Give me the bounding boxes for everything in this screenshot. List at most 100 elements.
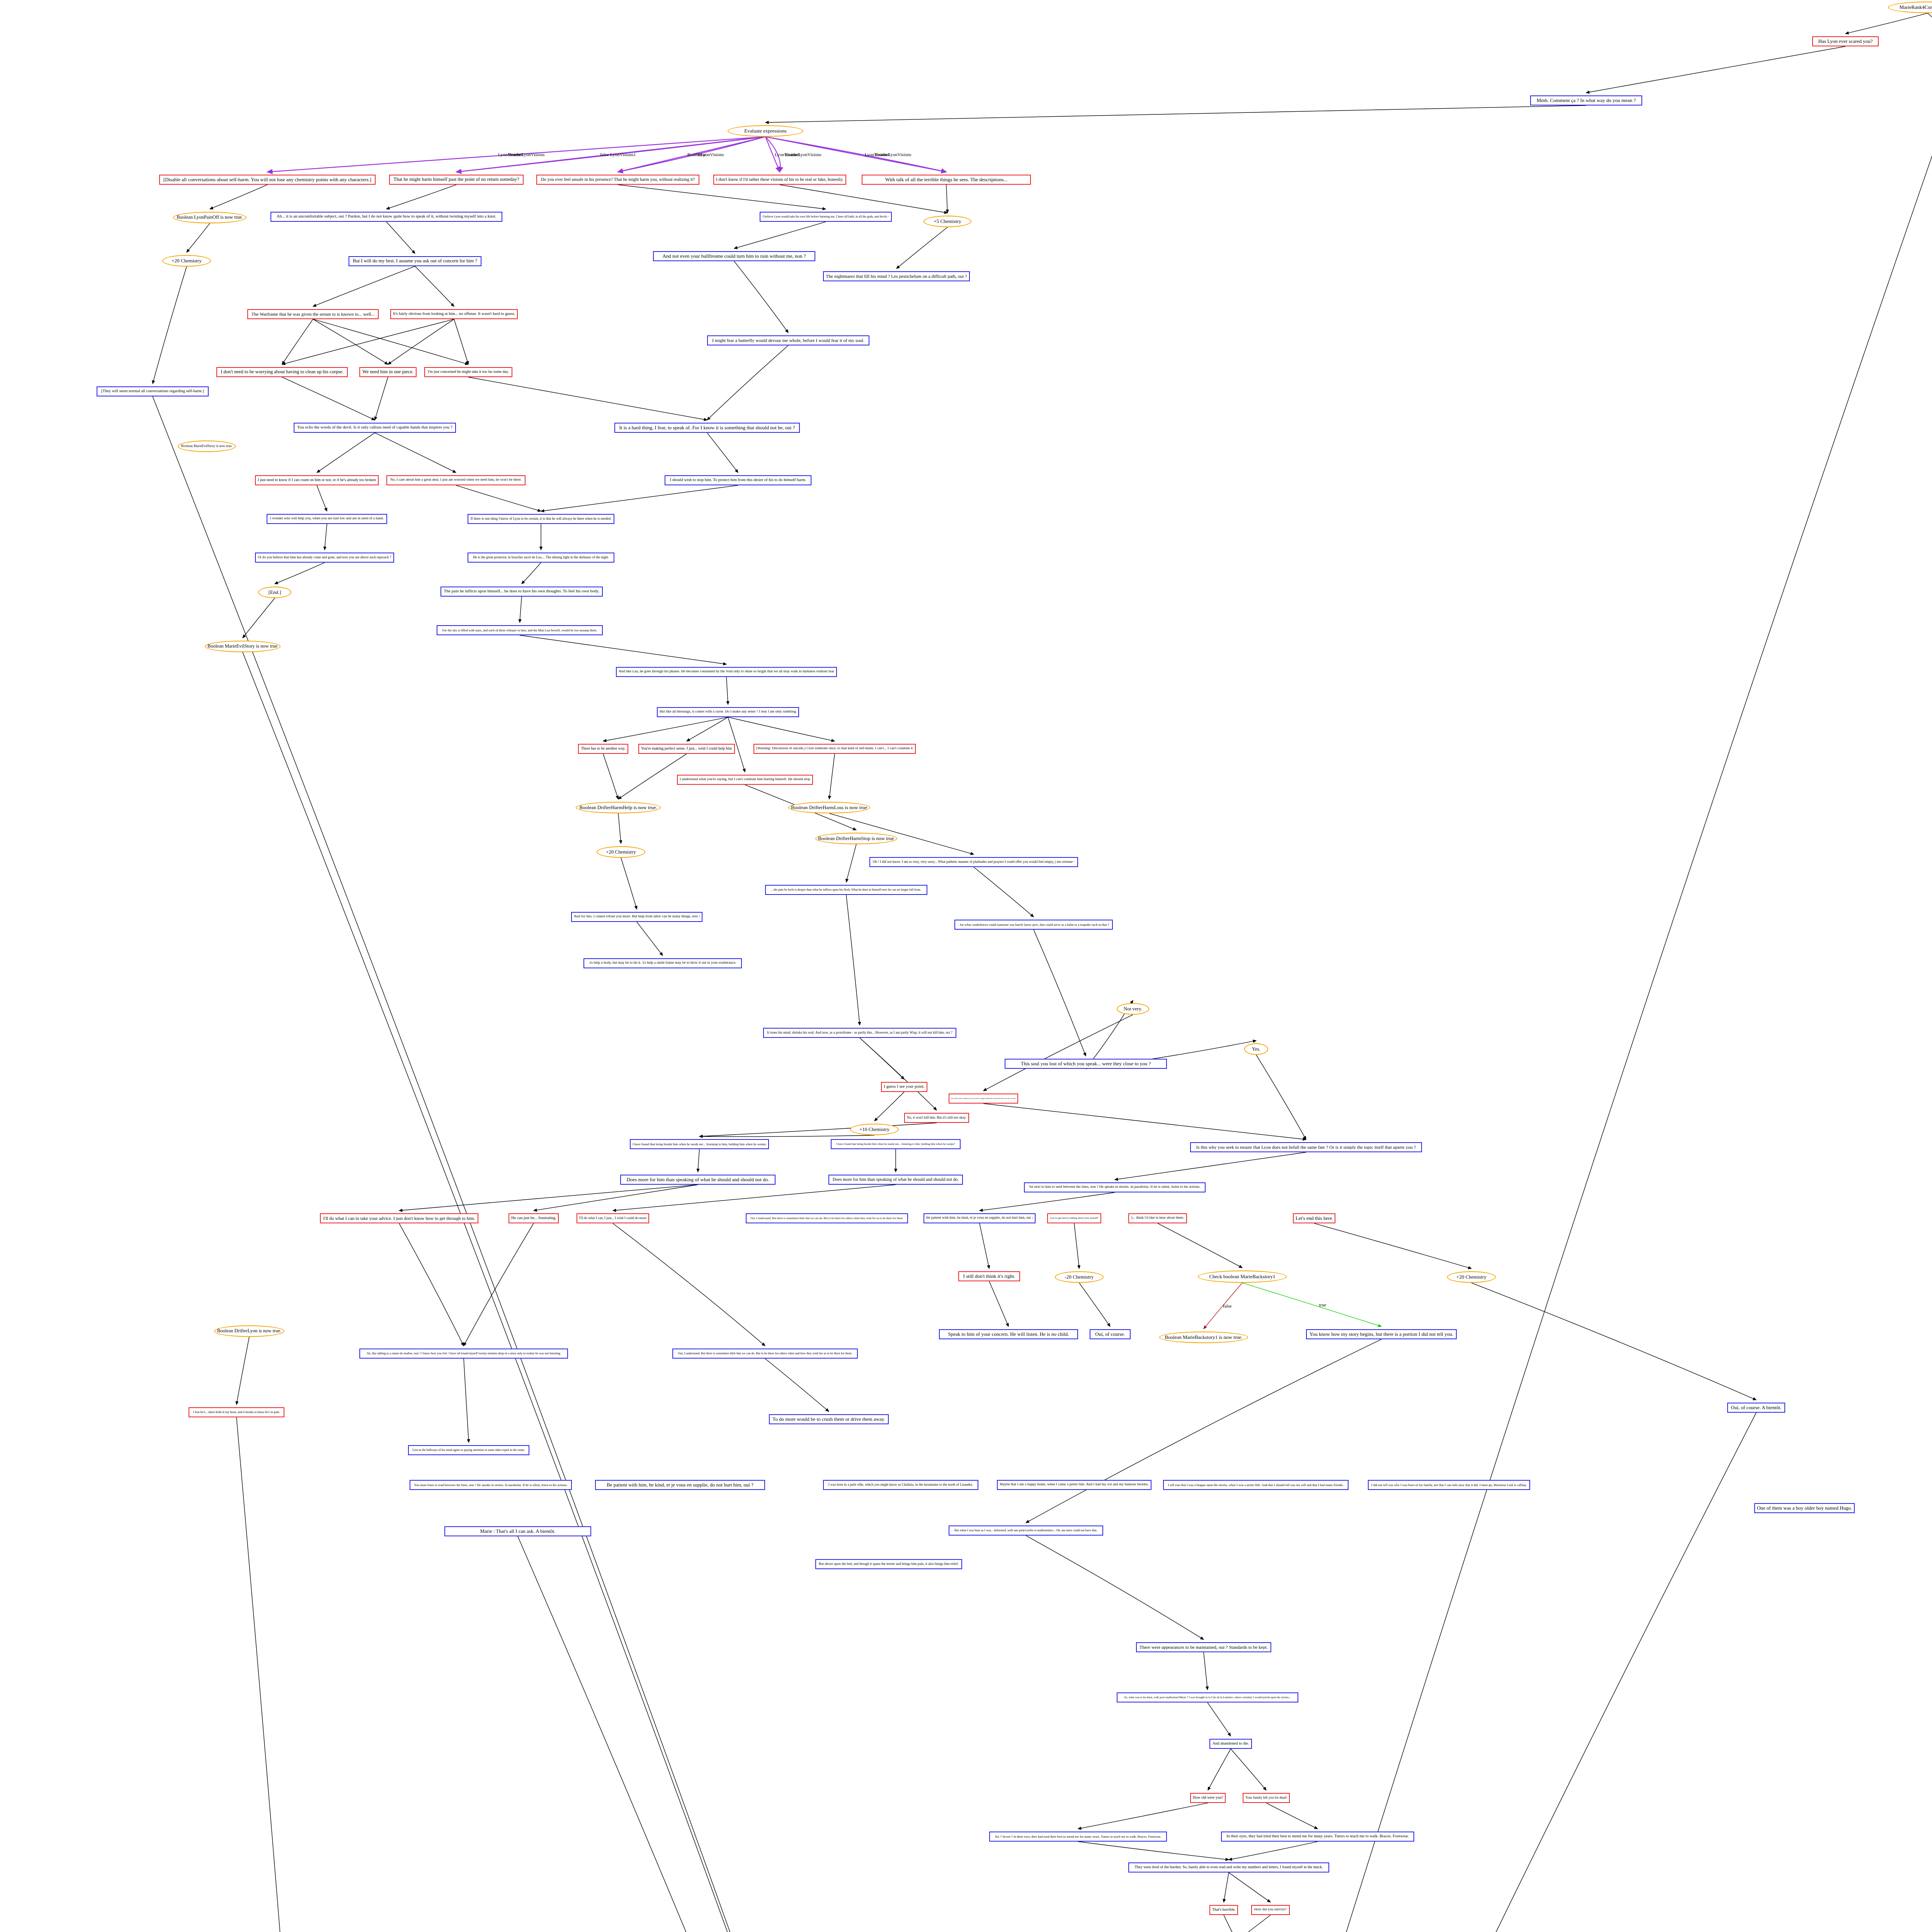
npc-line-node[interactable]: Mmh. Comment ça ? In what way do you mea…	[1530, 95, 1642, 105]
npc-line-node[interactable]: This soul you lost of which you speak...…	[1005, 1059, 1167, 1069]
npc-line-node[interactable]: Be patient with him, be kind, et je vous…	[595, 1480, 765, 1490]
npc-line-node[interactable]: But above upon the bed, and though it sp…	[815, 1559, 962, 1569]
player-choice-node[interactable]: You're making perfect sense. I just... w…	[638, 744, 735, 754]
npc-line-node[interactable]: And abandoned to die.	[1209, 1739, 1252, 1749]
event-node[interactable]: Boolean LyonPainOff is now true.	[173, 212, 247, 223]
player-choice-node[interactable]: I... think I'd like to hear about them.	[1128, 1213, 1187, 1223]
player-choice-node[interactable]: I'll do what I can, I just... I wish I c…	[577, 1213, 649, 1223]
event-node[interactable]: Not very.	[1117, 1003, 1149, 1015]
npc-line-node[interactable]: For the sky is filled with stars, and ea…	[437, 625, 603, 635]
event-node[interactable]: Boolean MarieEvilStory is now true.	[205, 641, 281, 652]
player-choice-node[interactable]: That he might harm himself past the poin…	[389, 175, 524, 185]
npc-line-node[interactable]: Oui, I understand. But there is sometime…	[672, 1349, 858, 1359]
npc-line-node[interactable]: Oui, I understand. But there is sometime…	[746, 1213, 908, 1223]
npc-line-node[interactable]: I wonder who will help you, when you are…	[267, 514, 387, 524]
event-node[interactable]: Boolean DrifterHarmLoss is now true.	[788, 802, 870, 813]
player-choice-node[interactable]: No, it won't kill him. But it's still no…	[904, 1113, 969, 1123]
player-choice-node[interactable]: I just need to know if I can count on hi…	[255, 475, 379, 485]
player-choice-node[interactable]: I still don't think it's right.	[958, 1271, 1020, 1281]
player-choice-node[interactable]: We need him in one piece.	[359, 367, 417, 377]
event-node[interactable]: [End.]	[258, 587, 291, 598]
npc-line-node[interactable]: Oui, of course. A bientôt.	[1727, 1403, 1785, 1413]
player-choice-node[interactable]: I don't need to be worrying about having…	[216, 367, 348, 377]
player-choice-node[interactable]: How did you survive?	[1251, 1905, 1290, 1915]
npc-line-node[interactable]: Ah... it is an uncomfortable subject, ou…	[270, 212, 502, 222]
npc-line-node[interactable]: But like all blessings, it comes with a …	[657, 707, 799, 717]
event-node[interactable]: +10 Chemistry	[850, 1124, 899, 1135]
npc-line-node[interactable]: One of them was a boy older boy named Hu…	[1754, 1503, 1855, 1513]
npc-line-node[interactable]: And not even your bullfreame could turn …	[653, 251, 815, 261]
npc-line-node[interactable]: To do more would be to crush them or dri…	[769, 1414, 889, 1424]
npc-line-node[interactable]: Oui, of course.	[1090, 1329, 1131, 1339]
player-choice-node[interactable]: That's horrible.	[1209, 1905, 1238, 1915]
npc-line-node[interactable]: There were appearances to be maintained,…	[1136, 1642, 1271, 1652]
npc-line-node[interactable]: Be patient with him, be kind, et je vous…	[923, 1213, 1036, 1223]
player-choice-node[interactable]: Can we get back to talking about Lyon, i…	[1047, 1213, 1101, 1223]
npc-line-node[interactable]: The nightmares that fill his mind ? Les …	[823, 271, 970, 281]
player-choice-node[interactable]: [Warning: Discussion of suicide.] I lost…	[753, 744, 916, 754]
npc-line-node[interactable]: Maybe that I am a happy home, when I cam…	[997, 1480, 1151, 1490]
npc-line-node[interactable]: I have found that being beside him when …	[831, 1139, 961, 1149]
npc-line-node[interactable]: They were tired of the burden. So, barel…	[1128, 1862, 1329, 1872]
npc-line-node[interactable]: But when I was born as I was... deformed…	[949, 1526, 1103, 1536]
event-node[interactable]: Boolean DrifterHarmStop is now true.	[815, 833, 897, 844]
event-node[interactable]: Boolean MarieBackstory1 is now true.	[1159, 1332, 1248, 1343]
npc-line-node[interactable]: Is this why you seek to ensure that Lyon…	[1190, 1142, 1422, 1152]
event-node[interactable]: +5 Chemistry	[923, 216, 971, 227]
player-choice-node[interactable]: I'm just concerned he might take it too …	[424, 367, 512, 377]
npc-line-node[interactable]: Ah, like talking to a statue de marbre, …	[359, 1349, 568, 1359]
npc-line-node[interactable]: And like Lua, he goes through his phases…	[616, 667, 837, 677]
npc-line-node[interactable]: Speak to him of your concern. He will li…	[939, 1329, 1078, 1339]
npc-line-node[interactable]: Marie : That's all I can ask. A bientôt.	[444, 1526, 591, 1536]
npc-line-node[interactable]: So, what was to be done, with poor malfo…	[1117, 1692, 1298, 1702]
player-choice-node[interactable]: I don't know if I'd rather these visions…	[713, 175, 846, 185]
npc-line-node[interactable]: I tell you that I was a beggar upon the …	[1163, 1480, 1349, 1490]
player-choice-node[interactable]: I fear he's... taken hold of my heart, a…	[189, 1407, 284, 1417]
npc-line-node[interactable]: Or do you believe that time has already …	[255, 553, 394, 563]
npc-line-node[interactable]: He is the great protector, le bouclier s…	[468, 553, 614, 563]
npc-line-node[interactable]: It tones his mind, shrinks his soul. And…	[763, 1028, 956, 1038]
player-choice-node[interactable]: No, I care about him a great deal. I jus…	[386, 475, 526, 485]
npc-line-node[interactable]: I have found that being beside him when …	[630, 1139, 769, 1149]
event-node[interactable]: MarieRank4Convo1 begins.	[1888, 2, 1932, 13]
npc-line-node[interactable]: And for this, I cannot refuse you more. …	[571, 912, 702, 922]
npc-line-node[interactable]: It is a hard thing, I fear, to speak of.…	[614, 423, 800, 433]
player-choice-node[interactable]: [Disable all conversations about self-ha…	[159, 175, 376, 185]
player-choice-node[interactable]: It's fairly obvious from looking at him.…	[390, 309, 518, 319]
player-choice-node[interactable]: Let's end this here.	[1293, 1213, 1335, 1223]
event-node[interactable]: Boolean DrifterHarmHelp is now true.	[576, 802, 661, 813]
player-choice-node[interactable]: Your family left you for dead?	[1243, 1793, 1290, 1803]
event-node[interactable]: Boolean MarieEvilStory is now true.	[178, 440, 236, 452]
npc-line-node[interactable]: I should wish to stop him. To protect hi…	[665, 475, 811, 485]
player-choice-node[interactable]: Do you ever feel unsafe in his presence?…	[536, 175, 699, 185]
npc-line-node[interactable]: I might fear a butterfly would devour me…	[707, 335, 869, 345]
npc-line-node[interactable]: You echo the words of the devil. Is it o…	[294, 423, 456, 433]
event-node[interactable]: +20 Chemistry	[1447, 1271, 1496, 1283]
player-choice-node[interactable]: I guess I see your point.	[881, 1082, 927, 1092]
player-choice-node[interactable]: There has to be another way.	[578, 744, 628, 754]
npc-line-node[interactable]: The pain he inflicts upon himself... he …	[440, 587, 603, 597]
npc-line-node[interactable]: You know how my story begins, but there …	[1306, 1329, 1457, 1339]
player-choice-node[interactable]: I understand what you're saying, but I c…	[677, 775, 813, 785]
event-node[interactable]: +20 Chemistry	[162, 255, 211, 267]
player-choice-node[interactable]: With talk of all the terrible things he …	[862, 175, 1031, 185]
npc-line-node[interactable]: Oh ! I did not know. I am so very, very …	[869, 857, 1078, 867]
npc-line-node[interactable]: To help a body, but may be to hit it. To…	[583, 958, 742, 968]
event-node[interactable]: Boolean DrifterLyon is now true.	[214, 1325, 284, 1337]
event-node[interactable]: -20 Chemistry	[1055, 1271, 1104, 1283]
event-node[interactable]: Yes.	[1244, 1043, 1268, 1055]
player-choice-node[interactable]: How old were you?	[1190, 1793, 1226, 1803]
npc-line-node[interactable]: Does more for him than speaking of what …	[828, 1175, 963, 1185]
player-choice-node[interactable]: Has Lyon ever scared you?	[1812, 36, 1879, 46]
player-choice-node[interactable]: He can just be... frustrating.	[509, 1213, 559, 1223]
npc-line-node[interactable]: - for what condolences could someone you…	[954, 920, 1113, 930]
npc-line-node[interactable]: [They will seem normal all conversations…	[97, 386, 209, 396]
npc-line-node[interactable]: Does more for him than speaking of what …	[620, 1175, 776, 1185]
npc-line-node[interactable]: I did not tell you why I was born of my …	[1368, 1480, 1530, 1490]
npc-line-node[interactable]: Sit next to him to seed between the line…	[1024, 1182, 1206, 1192]
npc-line-node[interactable]: I was born in a petit ville, which you m…	[823, 1480, 978, 1490]
npc-line-node[interactable]: Six ? Seven ? In their eyes, they had tr…	[989, 1832, 1167, 1842]
event-node[interactable]: +20 Chemistry	[597, 846, 645, 858]
player-choice-node[interactable]: I'll do what I can to take your advice. …	[320, 1213, 478, 1223]
npc-line-node[interactable]: ...the pain he feels is deeper than what…	[765, 885, 927, 895]
